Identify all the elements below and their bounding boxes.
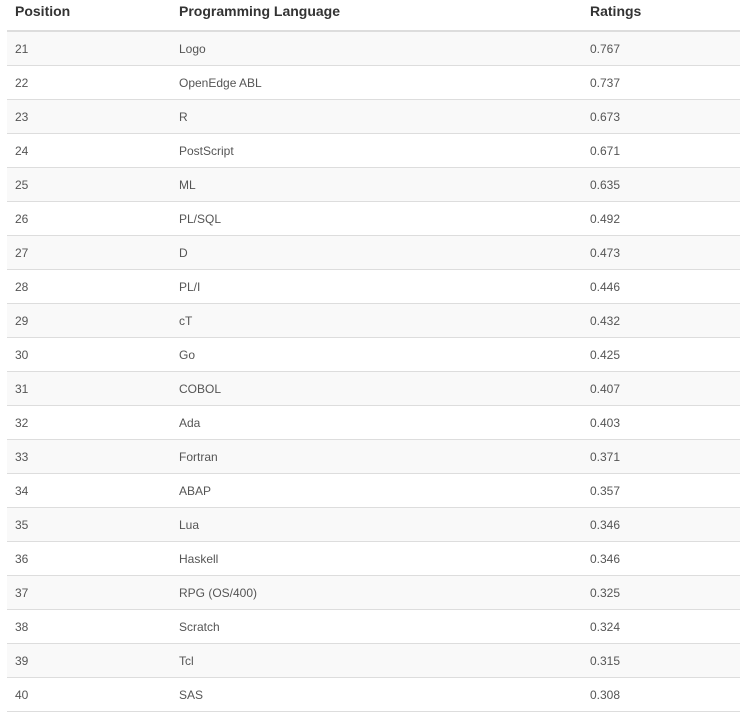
- language-cell: ML: [171, 167, 582, 202]
- position-cell: 31: [7, 371, 171, 406]
- column-header: Programming Language: [171, 0, 582, 32]
- rating-cell: 0.635: [582, 167, 740, 202]
- rating-cell: 0.315: [582, 643, 740, 678]
- language-cell: Go: [171, 337, 582, 372]
- language-cell: RPG (OS/400): [171, 575, 582, 610]
- language-cell: ABAP: [171, 473, 582, 508]
- table-row: 28 PL/I 0.446: [7, 269, 740, 304]
- rating-cell: 0.446: [582, 269, 740, 304]
- ratings-table: Position Programming Language Ratings 21 Lo…: [7, 0, 740, 712]
- language-cell: cT: [171, 303, 582, 338]
- position-cell: 33: [7, 439, 171, 474]
- language-cell: PL/SQL: [171, 201, 582, 236]
- position-cell: 39: [7, 643, 171, 678]
- table-row: 26 PL/SQL 0.492: [7, 201, 740, 236]
- header-row: Position Programming Language Ratings: [7, 0, 740, 32]
- position-cell: 23: [7, 99, 171, 134]
- table-row: 37 RPG (OS/400) 0.325: [7, 575, 740, 610]
- language-cell: D: [171, 235, 582, 270]
- rating-cell: 0.737: [582, 65, 740, 100]
- rating-cell: 0.767: [582, 30, 740, 66]
- table-row: 22 OpenEdge ABL 0.737: [7, 65, 740, 100]
- language-cell: Fortran: [171, 439, 582, 474]
- position-cell: 38: [7, 609, 171, 644]
- language-cell: R: [171, 99, 582, 134]
- table-body: 21 Logo 0.767 22 OpenEdge ABL 0.737 23 R 0.673 24…: [7, 30, 740, 712]
- rating-cell: 0.346: [582, 507, 740, 542]
- language-cell: Tcl: [171, 643, 582, 678]
- language-cell: SAS: [171, 677, 582, 712]
- rating-cell: 0.346: [582, 541, 740, 576]
- position-cell: 21: [7, 30, 171, 66]
- rating-cell: 0.492: [582, 201, 740, 236]
- position-cell: 36: [7, 541, 171, 576]
- table-row: 21 Logo 0.767: [7, 30, 740, 66]
- position-cell: 28: [7, 269, 171, 304]
- rating-cell: 0.473: [582, 235, 740, 270]
- position-cell: 37: [7, 575, 171, 610]
- language-cell: Lua: [171, 507, 582, 542]
- table-row: 36 Haskell 0.346: [7, 541, 740, 576]
- position-cell: 26: [7, 201, 171, 236]
- language-cell: PostScript: [171, 133, 582, 168]
- table-row: 29 cT 0.432: [7, 303, 740, 338]
- table-row: 33 Fortran 0.371: [7, 439, 740, 474]
- rating-cell: 0.325: [582, 575, 740, 610]
- table-row: 39 Tcl 0.315: [7, 643, 740, 678]
- position-cell: 30: [7, 337, 171, 372]
- position-cell: 29: [7, 303, 171, 338]
- table-header: Position Programming Language Ratings: [7, 0, 740, 32]
- table-row: 34 ABAP 0.357: [7, 473, 740, 508]
- rating-cell: 0.673: [582, 99, 740, 134]
- table-row: 24 PostScript 0.671: [7, 133, 740, 168]
- table-row: 23 R 0.673: [7, 99, 740, 134]
- position-cell: 34: [7, 473, 171, 508]
- language-cell: PL/I: [171, 269, 582, 304]
- language-cell: COBOL: [171, 371, 582, 406]
- rating-cell: 0.324: [582, 609, 740, 644]
- position-cell: 35: [7, 507, 171, 542]
- rating-cell: 0.403: [582, 405, 740, 440]
- table-row: 25 ML 0.635: [7, 167, 740, 202]
- table-row: 32 Ada 0.403: [7, 405, 740, 440]
- rating-cell: 0.357: [582, 473, 740, 508]
- table-row: 27 D 0.473: [7, 235, 740, 270]
- rating-cell: 0.371: [582, 439, 740, 474]
- table-row: 35 Lua 0.346: [7, 507, 740, 542]
- position-cell: 32: [7, 405, 171, 440]
- language-cell: Logo: [171, 30, 582, 66]
- column-header: Ratings: [582, 0, 740, 32]
- position-cell: 24: [7, 133, 171, 168]
- table-row: 31 COBOL 0.407: [7, 371, 740, 406]
- table-row: 38 Scratch 0.324: [7, 609, 740, 644]
- language-cell: Haskell: [171, 541, 582, 576]
- rating-cell: 0.407: [582, 371, 740, 406]
- position-cell: 25: [7, 167, 171, 202]
- rating-cell: 0.432: [582, 303, 740, 338]
- language-cell: Scratch: [171, 609, 582, 644]
- table-row: 30 Go 0.425: [7, 337, 740, 372]
- rating-cell: 0.308: [582, 677, 740, 712]
- column-header: Position: [7, 0, 171, 32]
- position-cell: 27: [7, 235, 171, 270]
- rating-cell: 0.671: [582, 133, 740, 168]
- position-cell: 40: [7, 677, 171, 712]
- table-row: 40 SAS 0.308: [7, 677, 740, 712]
- language-cell: Ada: [171, 405, 582, 440]
- position-cell: 22: [7, 65, 171, 100]
- rating-cell: 0.425: [582, 337, 740, 372]
- language-cell: OpenEdge ABL: [171, 65, 582, 100]
